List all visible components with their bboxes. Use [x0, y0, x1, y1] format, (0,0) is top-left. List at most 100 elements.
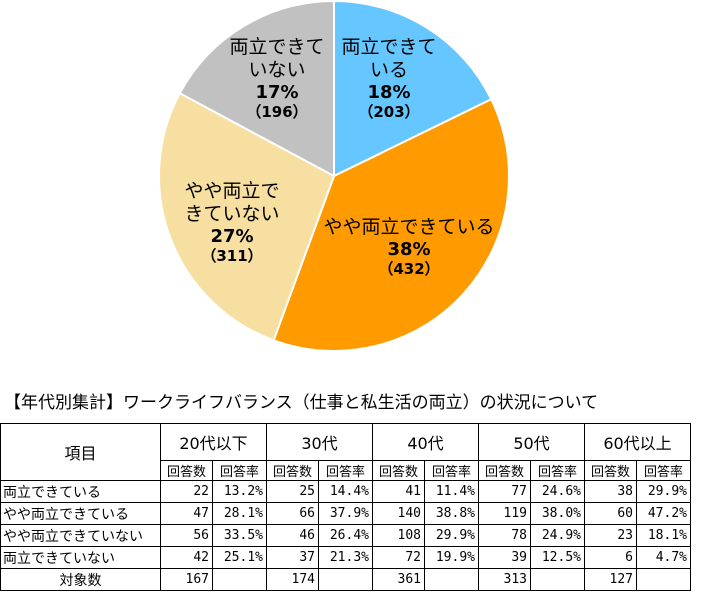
rate-cell: 26.4%	[318, 524, 373, 547]
count-cell: 25	[266, 480, 319, 503]
slice-name: 両立できている	[341, 36, 437, 81]
slice-percent: 18%	[367, 81, 411, 103]
empty-cell	[530, 568, 585, 591]
rate-cell: 37.9%	[318, 502, 373, 525]
table-row: 両立できていない 42 25.1% 37 21.3% 72 19.9% 39 1…	[0, 546, 691, 569]
total-cell: 313	[478, 568, 531, 591]
slice-label-not: 両立できていない 17% （196）	[222, 36, 332, 121]
pie-slice-1	[272, 97, 510, 352]
total-label: 対象数	[0, 568, 161, 591]
count-cell: 78	[478, 524, 531, 547]
table-row: 両立できている 22 13.2% 25 14.4% 41 11.4% 77 24…	[0, 480, 691, 503]
slice-percent: 38%	[387, 238, 431, 260]
slice-name: 両立できていない	[229, 36, 325, 81]
count-cell: 47	[160, 502, 213, 525]
rate-header: 回答率	[636, 460, 691, 481]
rate-cell: 14.4%	[318, 480, 373, 503]
total-cell: 127	[584, 568, 637, 591]
count-cell: 38	[584, 480, 637, 503]
rate-cell: 24.6%	[530, 480, 585, 503]
rate-cell: 13.2%	[212, 480, 267, 503]
count-cell: 46	[266, 524, 319, 547]
rate-header: 回答率	[212, 460, 267, 481]
slice-name: やや両立できている	[323, 216, 495, 238]
row-label: 両立できている	[0, 480, 161, 503]
empty-cell	[318, 568, 373, 591]
total-row: 対象数 167 174 361 313 127	[0, 568, 691, 591]
slice-name: やや両立できていない	[184, 180, 280, 225]
rate-header: 回答率	[424, 460, 479, 481]
count-cell: 42	[160, 546, 213, 569]
table-title: 【年代別集計】ワークライフバランス（仕事と私生活の両立）の状況について	[4, 393, 599, 413]
slice-percent: 27%	[210, 225, 254, 247]
table-row: やや両立できている 47 28.1% 66 37.9% 140 38.8% 11…	[0, 502, 691, 525]
rate-cell: 25.1%	[212, 546, 267, 569]
rate-cell: 38.0%	[530, 502, 585, 525]
rate-cell: 28.1%	[212, 502, 267, 525]
pie-chart: 両立できている 18% （203） やや両立できている 38% （432） やや…	[158, 0, 510, 352]
count-cell: 23	[584, 524, 637, 547]
table-row: やや両立できていない 56 33.5% 46 26.4% 108 29.9% 7…	[0, 524, 691, 547]
rate-cell: 4.7%	[636, 546, 691, 569]
rate-cell: 19.9%	[424, 546, 479, 569]
rate-cell: 33.5%	[212, 524, 267, 547]
empty-cell	[424, 568, 479, 591]
count-cell: 37	[266, 546, 319, 569]
rate-cell: 24.9%	[530, 524, 585, 547]
rate-cell: 12.5%	[530, 546, 585, 569]
empty-cell	[636, 568, 691, 591]
count-cell: 41	[372, 480, 425, 503]
count-cell: 56	[160, 524, 213, 547]
item-header: 項目	[0, 423, 161, 481]
row-label: 両立できていない	[0, 546, 161, 569]
count-cell: 39	[478, 546, 531, 569]
count-cell: 72	[372, 546, 425, 569]
rate-cell: 38.8%	[424, 502, 479, 525]
age-header: 50代	[478, 423, 585, 461]
rate-cell: 29.9%	[424, 524, 479, 547]
count-header: 回答数	[160, 460, 213, 481]
rate-cell: 11.4%	[424, 480, 479, 503]
slice-label-both: 両立できている 18% （203）	[334, 36, 444, 121]
count-cell: 6	[584, 546, 637, 569]
count-cell: 119	[478, 502, 531, 525]
count-header: 回答数	[584, 460, 637, 481]
total-cell: 174	[266, 568, 319, 591]
pie-slice-2	[158, 91, 336, 342]
rate-header: 回答率	[530, 460, 585, 481]
slice-label-somewhat-not: やや両立できていない 27% （311）	[178, 180, 286, 265]
count-cell: 66	[266, 502, 319, 525]
count-cell: 60	[584, 502, 637, 525]
total-cell: 361	[372, 568, 425, 591]
row-label: やや両立できていない	[0, 524, 161, 547]
slice-count: （196）	[246, 103, 308, 122]
slice-label-somewhat-both: やや両立できている 38% （432）	[314, 216, 504, 278]
count-cell: 108	[372, 524, 425, 547]
slice-percent: 17%	[255, 81, 299, 103]
count-cell: 22	[160, 480, 213, 503]
age-header: 60代以上	[584, 423, 691, 461]
pie-chart-svg	[158, 0, 510, 352]
data-table: 項目 20代以下 30代 40代 50代 60代以上 回答数 回答率 回答数 回…	[0, 423, 691, 591]
age-header: 30代	[266, 423, 373, 461]
slice-count: （432）	[378, 260, 440, 279]
count-header: 回答数	[266, 460, 319, 481]
rate-cell: 18.1%	[636, 524, 691, 547]
age-header: 40代	[372, 423, 479, 461]
slice-count: （311）	[201, 247, 263, 266]
pie-slice-3	[178, 0, 335, 178]
rate-cell: 29.9%	[636, 480, 691, 503]
age-header: 20代以下	[160, 423, 267, 461]
count-cell: 140	[372, 502, 425, 525]
slice-count: （203）	[358, 103, 420, 122]
row-label: やや両立できている	[0, 502, 161, 525]
rate-header: 回答率	[318, 460, 373, 481]
pie-slice-0	[333, 0, 493, 178]
rate-cell: 21.3%	[318, 546, 373, 569]
count-cell: 77	[478, 480, 531, 503]
rate-cell: 47.2%	[636, 502, 691, 525]
empty-cell	[212, 568, 267, 591]
count-header: 回答数	[372, 460, 425, 481]
count-header: 回答数	[478, 460, 531, 481]
total-cell: 167	[160, 568, 213, 591]
